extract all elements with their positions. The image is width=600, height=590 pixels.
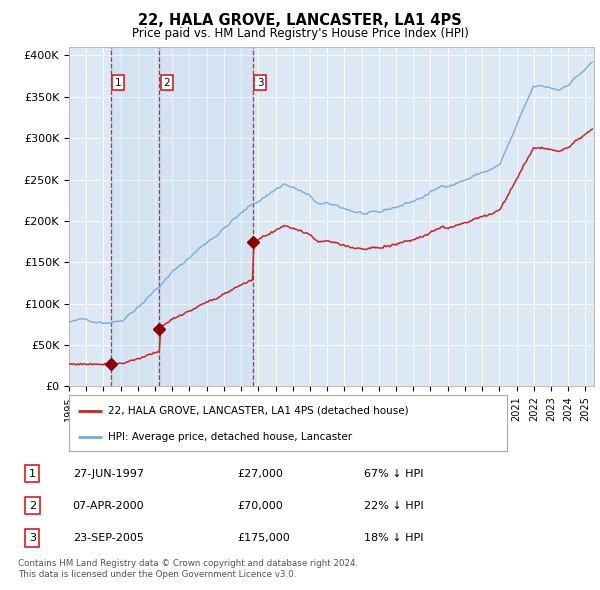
- Text: 1: 1: [115, 78, 122, 88]
- Text: 3: 3: [29, 533, 36, 543]
- Text: HPI: Average price, detached house, Lancaster: HPI: Average price, detached house, Lanc…: [109, 432, 353, 442]
- Text: 2: 2: [164, 78, 170, 88]
- Text: 27-JUN-1997: 27-JUN-1997: [73, 469, 144, 479]
- Text: 3: 3: [257, 78, 263, 88]
- Text: 07-APR-2000: 07-APR-2000: [73, 501, 145, 511]
- Text: 1: 1: [29, 469, 36, 479]
- Text: £70,000: £70,000: [237, 501, 283, 511]
- Text: 22, HALA GROVE, LANCASTER, LA1 4PS: 22, HALA GROVE, LANCASTER, LA1 4PS: [138, 13, 462, 28]
- Text: 18% ↓ HPI: 18% ↓ HPI: [364, 533, 423, 543]
- Text: 23-SEP-2005: 23-SEP-2005: [73, 533, 143, 543]
- Text: £175,000: £175,000: [237, 533, 290, 543]
- Text: Contains HM Land Registry data © Crown copyright and database right 2024.
This d: Contains HM Land Registry data © Crown c…: [18, 559, 358, 579]
- Bar: [110, 47, 160, 386]
- Text: Price paid vs. HM Land Registry's House Price Index (HPI): Price paid vs. HM Land Registry's House …: [131, 27, 469, 40]
- Text: 67% ↓ HPI: 67% ↓ HPI: [364, 469, 423, 479]
- Text: 22% ↓ HPI: 22% ↓ HPI: [364, 501, 423, 511]
- Text: £27,000: £27,000: [237, 469, 283, 479]
- Text: 22, HALA GROVE, LANCASTER, LA1 4PS (detached house): 22, HALA GROVE, LANCASTER, LA1 4PS (deta…: [109, 406, 409, 416]
- Text: 2: 2: [29, 501, 36, 511]
- Bar: [160, 47, 253, 386]
